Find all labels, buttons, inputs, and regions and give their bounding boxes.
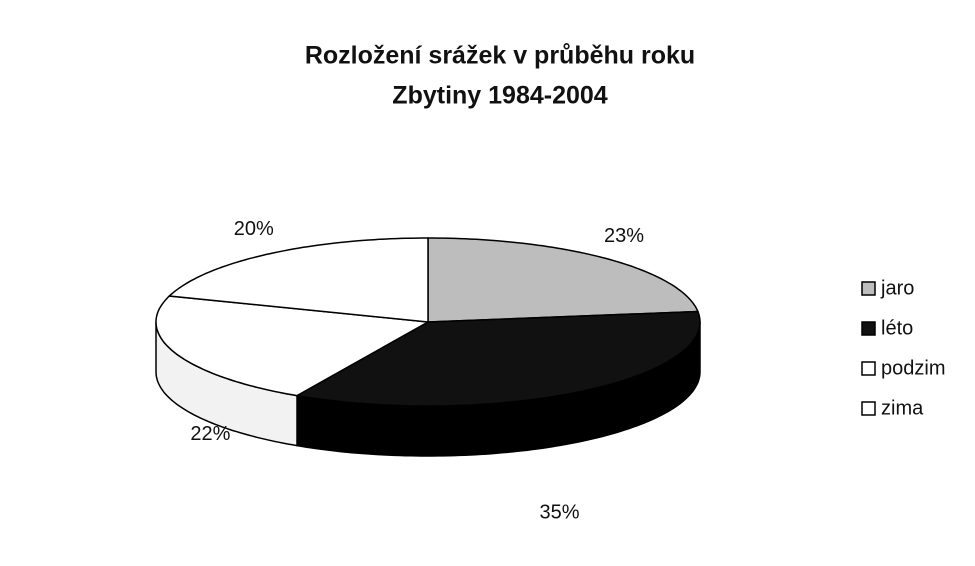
data-label: 20% xyxy=(234,218,274,240)
chart-title: Rozložení srážek v průběhu roku xyxy=(305,42,695,70)
slice xyxy=(427,237,700,323)
legend-label: podzim xyxy=(881,357,945,379)
chart-subtitle: Zbytiny 1984-2004 xyxy=(392,82,607,110)
slice xyxy=(167,237,429,323)
legend-label: léto xyxy=(881,317,913,339)
data-label: 35% xyxy=(540,502,580,524)
legend-swatch xyxy=(861,401,876,416)
legend-label: jaro xyxy=(880,277,914,299)
slice xyxy=(294,310,701,407)
legend-swatch xyxy=(861,321,876,336)
legend-swatch xyxy=(861,361,876,376)
data-label: 23% xyxy=(604,225,644,247)
legend-label: zima xyxy=(881,397,924,419)
slice xyxy=(155,295,431,397)
data-label: 22% xyxy=(190,423,230,445)
legend-swatch xyxy=(861,281,876,296)
